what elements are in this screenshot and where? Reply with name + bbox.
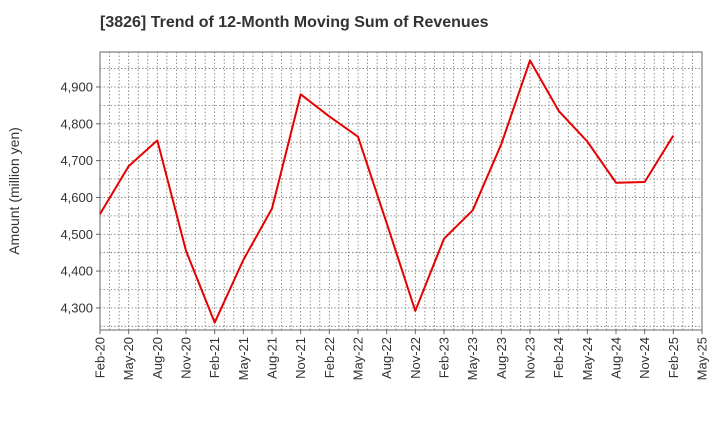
- x-tick-label: Feb-23: [437, 337, 452, 378]
- y-tick-label: 4,400: [60, 264, 93, 279]
- x-tick-label: May-25: [695, 337, 710, 380]
- y-axis-label: Amount (million yen): [6, 127, 22, 255]
- x-tick-label: Nov-22: [408, 337, 423, 379]
- x-tick-label: May-22: [351, 337, 366, 380]
- x-tick-label: Aug-20: [150, 337, 165, 379]
- y-tick-label: 4,900: [60, 79, 93, 94]
- x-tick-label: May-23: [465, 337, 480, 380]
- grid-lines: [100, 52, 702, 330]
- x-tick-label: Aug-23: [494, 337, 509, 379]
- plot-area-frame: [99, 51, 703, 331]
- x-tick-label: May-24: [580, 337, 595, 380]
- x-tick-label: Aug-24: [609, 337, 624, 379]
- x-tick-label: Feb-24: [551, 337, 566, 378]
- x-tick-label: Feb-22: [322, 337, 337, 378]
- x-tick-label: Nov-21: [293, 337, 308, 379]
- y-tick-label: 4,800: [60, 116, 93, 131]
- x-tick-label: Aug-21: [265, 337, 280, 379]
- x-axis-ticks: Feb-20 May-20 Aug-20 Nov-20 Feb-21 May-21 Aug-…: [93, 330, 710, 380]
- x-tick-label: Nov-24: [637, 337, 652, 379]
- x-tick-label: Nov-20: [179, 337, 194, 379]
- x-tick-label: Feb-25: [666, 337, 681, 378]
- y-tick-label: 4,600: [60, 190, 93, 205]
- series-line: [99, 59, 675, 324]
- x-tick-label: Nov-23: [523, 337, 538, 379]
- x-tick-label: Feb-21: [207, 337, 222, 378]
- y-tick-label: 4,700: [60, 153, 93, 168]
- x-tick-label: Feb-20: [93, 337, 108, 378]
- x-tick-label: May-20: [121, 337, 136, 380]
- y-tick-label: 4,500: [60, 227, 93, 242]
- chart-title: [3826] Trend of 12-Month Moving Sum of R…: [100, 14, 489, 31]
- x-tick-label: Aug-22: [379, 337, 394, 379]
- x-tick-label: May-21: [236, 337, 251, 380]
- series-layer: [99, 59, 675, 324]
- y-axis-ticks: 4,300 4,400 4,500 4,600 4,700 4,800 4,900: [60, 79, 100, 315]
- y-tick-label: 4,300: [60, 300, 93, 315]
